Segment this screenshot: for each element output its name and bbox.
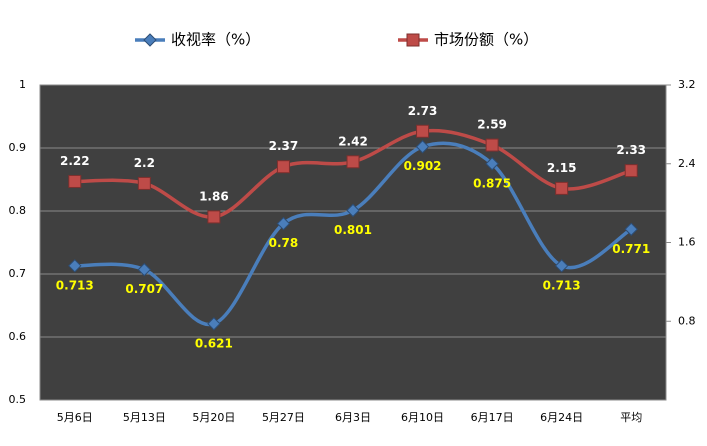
legend-label: 收视率（%）: [171, 31, 260, 49]
y2-tick-label: 0.8: [678, 314, 696, 327]
marker: [137, 262, 152, 277]
y-tick-label: 0.7: [9, 267, 27, 280]
marker: [346, 203, 360, 218]
marker: [485, 138, 499, 152]
y-tick-label: 0.9: [9, 141, 27, 154]
data-label: 1.86: [199, 189, 229, 203]
legend-marker: [143, 33, 157, 47]
marker: [276, 216, 291, 231]
data-label: 0.78: [269, 236, 299, 250]
x-tick-label: 5月27日: [262, 411, 305, 424]
x-tick-label: 6月17日: [471, 411, 514, 424]
data-label: 0.902: [404, 159, 442, 173]
marker: [624, 222, 638, 236]
x-tick-label: 6月10日: [401, 411, 444, 424]
marker: [207, 210, 221, 224]
plot-area: [39, 84, 667, 401]
marker: [555, 181, 569, 195]
data-label: 2.33: [616, 143, 646, 157]
data-label: 2.73: [408, 104, 438, 118]
data-label: 2.42: [338, 134, 368, 148]
y2-tick-label: 2.4: [678, 157, 696, 170]
data-label: 0.713: [56, 278, 94, 292]
data-label: 2.22: [60, 154, 90, 168]
y-tick-label: 0.6: [9, 330, 27, 343]
marker: [624, 164, 638, 178]
data-label: 0.771: [612, 242, 650, 256]
y2-tick-label: 3.2: [678, 78, 696, 91]
legend-label: 市场份额（%）: [434, 31, 538, 49]
marker: [137, 176, 151, 190]
marker: [346, 155, 360, 169]
marker: [485, 157, 499, 171]
marker: [68, 174, 82, 188]
x-tick-label: 5月20日: [192, 411, 235, 424]
data-label: 2.15: [547, 161, 577, 175]
y2-tick-label: 1.6: [678, 236, 696, 249]
marker: [276, 160, 290, 174]
marker: [554, 259, 569, 273]
x-tick-label: 6月3日: [335, 411, 371, 424]
marker: [68, 259, 82, 273]
marker: [416, 124, 430, 138]
y-tick-label: 1: [19, 78, 26, 91]
data-label: 0.621: [195, 336, 233, 350]
data-label: 2.2: [134, 156, 155, 170]
y-tick-label: 0.5: [9, 393, 27, 406]
legend-marker: [406, 33, 420, 47]
x-tick-label: 6月24日: [540, 411, 583, 424]
x-tick-label: 5月6日: [57, 411, 93, 424]
data-label: 0.801: [334, 223, 372, 237]
data-label: 0.875: [473, 176, 511, 190]
x-tick-label: 5月13日: [123, 411, 166, 424]
data-label: 0.707: [125, 282, 163, 296]
y-tick-label: 0.8: [9, 204, 27, 217]
x-tick-label: 平均: [620, 411, 642, 424]
marker: [207, 317, 221, 331]
data-label: 2.59: [477, 118, 507, 132]
data-label: 2.37: [269, 139, 299, 153]
data-label: 0.713: [543, 278, 581, 292]
marker: [415, 140, 430, 154]
